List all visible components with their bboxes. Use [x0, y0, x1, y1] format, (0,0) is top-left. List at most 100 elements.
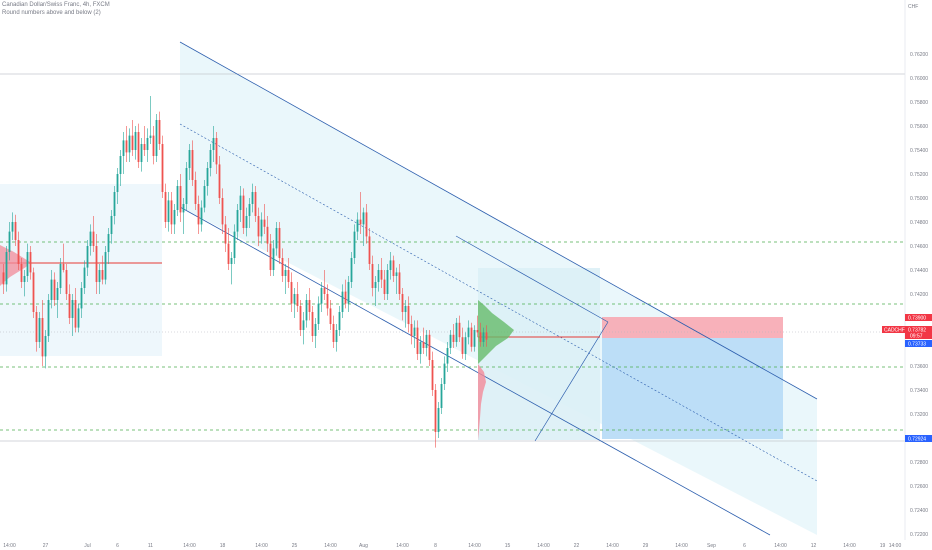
candle-body	[278, 228, 281, 258]
candle-body	[125, 140, 128, 153]
candle	[341, 284, 344, 318]
candle-body	[392, 260, 395, 276]
volume-profile-right-upper	[478, 300, 514, 364]
candle	[287, 258, 290, 288]
candle	[269, 234, 272, 276]
candle-body	[308, 300, 311, 312]
price-tick-label: 0.75200	[910, 172, 928, 178]
consolidation-box-right[interactable]	[478, 268, 600, 440]
candle	[74, 288, 77, 333]
candle	[359, 192, 362, 234]
time-tick-label: 14:00	[843, 543, 856, 549]
candles-layer	[2, 96, 488, 448]
candle	[11, 212, 14, 240]
price-tag-symbol: CADCHF	[884, 328, 905, 334]
candle	[386, 264, 389, 300]
candle	[134, 126, 137, 160]
candle-body	[434, 390, 437, 432]
channel-lower-line[interactable]	[179, 206, 771, 536]
candle	[170, 192, 173, 234]
candle	[473, 325, 476, 352]
candle-body	[74, 300, 77, 328]
candle-body	[296, 294, 299, 306]
position-stop-zone[interactable]	[602, 317, 783, 338]
channel-median-line[interactable]	[179, 123, 818, 482]
candle	[410, 315, 413, 345]
candle	[437, 402, 440, 438]
time-tick-label: 14:00	[468, 543, 481, 549]
candle-body	[194, 180, 197, 204]
candle	[140, 138, 143, 172]
candle-body	[482, 332, 485, 342]
candle-body	[356, 219, 359, 232]
candle-body	[359, 219, 362, 225]
candle-body	[464, 337, 467, 354]
candle-body	[275, 228, 278, 249]
candle-body	[353, 231, 356, 258]
price-axis[interactable]: 0.76200 0.76000 0.75800 0.75600 0.75400 0.752…	[910, 52, 928, 538]
candle-body	[2, 272, 5, 285]
candle-body	[332, 324, 335, 342]
candle	[383, 270, 386, 300]
candle	[485, 325, 488, 347]
candle-body	[230, 258, 233, 264]
candle-body	[77, 308, 80, 328]
candle	[431, 351, 434, 396]
time-tick-label: 14:00	[774, 543, 787, 549]
candle-body	[236, 210, 239, 232]
candle	[380, 258, 383, 288]
candle-body	[239, 195, 242, 210]
price-tags: 0.73900 CADCHF 0.73782 09:57 0.73733 0.7…	[882, 314, 932, 443]
candle	[413, 320, 416, 348]
candle	[233, 224, 236, 264]
time-tick-label: 14:00	[255, 543, 268, 549]
wedge-upper-line[interactable]	[455, 235, 609, 323]
candle-body	[113, 192, 116, 216]
candle	[371, 255, 374, 297]
candle-body	[425, 334, 428, 348]
candle-body	[146, 138, 149, 150]
candle-body	[71, 300, 74, 318]
candle-body	[188, 150, 191, 168]
time-tick-label: 12	[811, 543, 817, 549]
chart-title: Canadian Dollar/Swiss Franc, 4h, FXCM	[2, 2, 110, 8]
candle	[458, 315, 461, 342]
candle	[44, 330, 47, 369]
position-target-zone[interactable]	[602, 338, 783, 439]
candle	[197, 195, 200, 234]
price-tag-upper: 0.73900	[908, 316, 926, 322]
wedge-lower-line[interactable]	[534, 321, 609, 442]
time-axis[interactable]: 14:00 27 Jul 6 11 14:00 18 14:00 25 14:00 Aug 14:00…	[3, 543, 901, 549]
candle	[65, 264, 68, 300]
candle-body	[305, 300, 308, 321]
candle	[86, 240, 89, 276]
candle	[440, 378, 443, 414]
candle	[455, 318, 458, 347]
channel-upper-line[interactable]	[179, 41, 818, 400]
candle-body	[404, 306, 407, 312]
candle	[329, 300, 332, 330]
candle-body	[86, 246, 89, 268]
candle-body	[470, 327, 473, 347]
candle	[347, 276, 350, 312]
candle-body	[116, 174, 119, 192]
candle	[50, 270, 53, 309]
candle	[149, 96, 152, 144]
candle-body	[443, 363, 446, 384]
candle	[401, 288, 404, 321]
candle-body	[11, 222, 14, 232]
candle	[320, 282, 323, 312]
candle	[131, 120, 134, 156]
candle-body	[302, 320, 305, 330]
time-tick-label: 14:00	[606, 543, 619, 549]
candle	[464, 332, 467, 360]
candle	[14, 214, 17, 246]
time-tick-label: 11	[148, 543, 153, 549]
candle	[428, 330, 431, 366]
price-tag-current-bg	[882, 326, 905, 333]
price-tag-upper-bg	[905, 314, 932, 321]
price-tick-label: 0.76200	[910, 52, 928, 58]
price-tag-lower-bg	[905, 340, 932, 347]
time-tick-label: Jul	[84, 543, 90, 549]
